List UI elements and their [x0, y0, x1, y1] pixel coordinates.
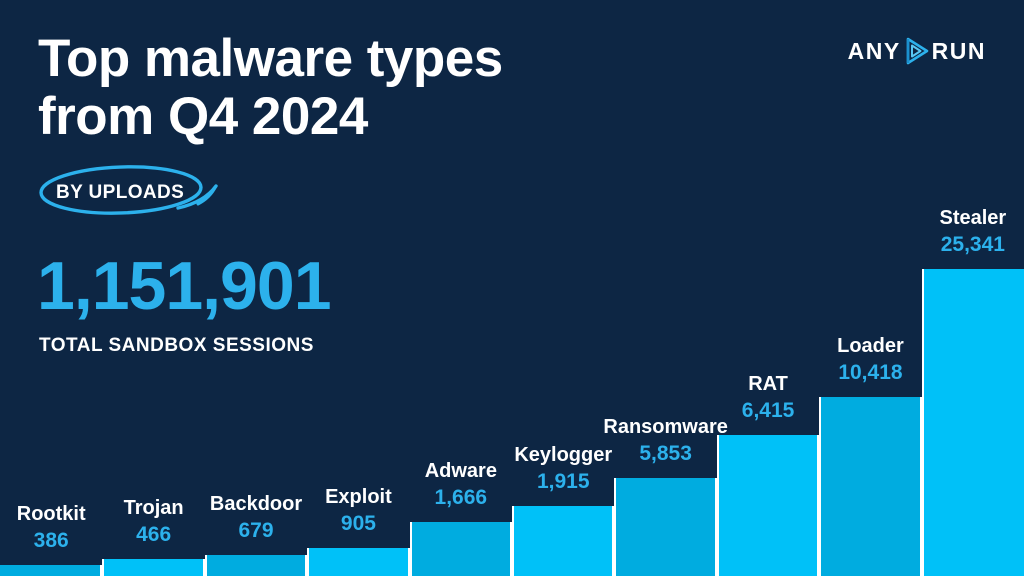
bar-label-keylogger: Keylogger 1,915	[514, 443, 612, 494]
bar-label-rootkit: Rootkit 386	[17, 502, 86, 553]
bar-label-trojan: Trojan 466	[124, 496, 184, 547]
bar-category-label: RAT	[748, 373, 788, 395]
bar-value-label: 466	[136, 523, 172, 546]
bar-keylogger	[512, 506, 615, 576]
anyrun-logo: ANY RUN	[848, 36, 986, 66]
bar-value-label: 10,418	[838, 361, 903, 384]
bar-trojan	[102, 559, 205, 576]
bar-category-label: Rootkit	[16, 503, 86, 525]
bar-slot-rat: RAT 6,415	[716, 0, 820, 576]
logo-text-any: ANY	[847, 37, 901, 64]
bar-value-label: 386	[33, 529, 69, 552]
total-sessions-value: 1,151,901	[37, 248, 332, 324]
bar-category-label: Adware	[424, 460, 497, 482]
page-title-line2: from Q4 2024	[38, 86, 368, 146]
bar-loader	[819, 397, 922, 576]
bar-category-label: Trojan	[123, 497, 184, 519]
bar-rootkit	[0, 565, 103, 576]
bar-label-ransomware: Ransomware 5,853	[603, 415, 728, 466]
bar-category-label: Stealer	[939, 207, 1007, 229]
bar-slot-keylogger: Keylogger 1,915	[512, 0, 615, 576]
bar-slot-adware: Adware 1,666	[409, 0, 513, 576]
bar-value-label: 5,853	[639, 442, 692, 465]
bar-ransomware	[614, 478, 717, 576]
play-triangle-icon	[906, 37, 928, 65]
bar-value-label: 1,915	[536, 470, 590, 493]
bar-slot-backdoor: Backdoor 679	[204, 0, 308, 576]
bar-value-label: 6,415	[741, 399, 795, 422]
badge-label: BY UPLOADS	[56, 182, 185, 203]
bar-value-label: 679	[238, 519, 274, 542]
bar-slot-rootkit: Rootkit 386	[0, 0, 103, 576]
bar-slot-stealer: Stealer 25,341	[921, 0, 1024, 576]
bar-slot-loader: Loader 10,418	[819, 0, 922, 576]
bar-category-label: Backdoor	[209, 493, 303, 515]
page-title: Top malware types from Q4 2024	[38, 30, 503, 146]
bar-label-loader: Loader 10,418	[837, 334, 904, 385]
bar-exploit	[307, 548, 410, 576]
bar-category-label: Loader	[837, 335, 904, 357]
bar-category-label: Ransomware	[603, 416, 728, 438]
bar-value-label: 1,666	[434, 486, 488, 509]
bar-category-label: Keylogger	[514, 444, 613, 466]
total-sessions-label: TOTAL SANDBOX SESSIONS	[39, 335, 314, 356]
bar-slot-ransomware: Ransomware 5,853	[603, 0, 728, 576]
bar-slot-exploit: Exploit 905	[307, 0, 410, 576]
by-uploads-badge: BY UPLOADS	[36, 162, 226, 220]
page-title-line1: Top malware types	[38, 29, 503, 88]
bar-value-label: 25,341	[940, 233, 1005, 256]
bar-backdoor	[204, 555, 308, 576]
bar-rat	[716, 435, 820, 576]
bar-stealer	[921, 269, 1024, 576]
bar-label-stealer: Stealer 25,341	[940, 206, 1007, 257]
bar-label-backdoor: Backdoor 679	[210, 492, 302, 543]
bar-slot-trojan: Trojan 466	[102, 0, 205, 576]
logo-text-run: RUN	[931, 37, 986, 64]
bar-value-label: 905	[340, 512, 376, 535]
ellipse-swoosh-icon	[39, 165, 218, 215]
bar-category-label: Exploit	[325, 486, 392, 508]
bar-label-exploit: Exploit 905	[325, 485, 392, 536]
bar-label-adware: Adware 1,666	[425, 459, 497, 510]
bar-label-rat: RAT 6,415	[742, 372, 795, 423]
bar-adware	[409, 522, 513, 576]
